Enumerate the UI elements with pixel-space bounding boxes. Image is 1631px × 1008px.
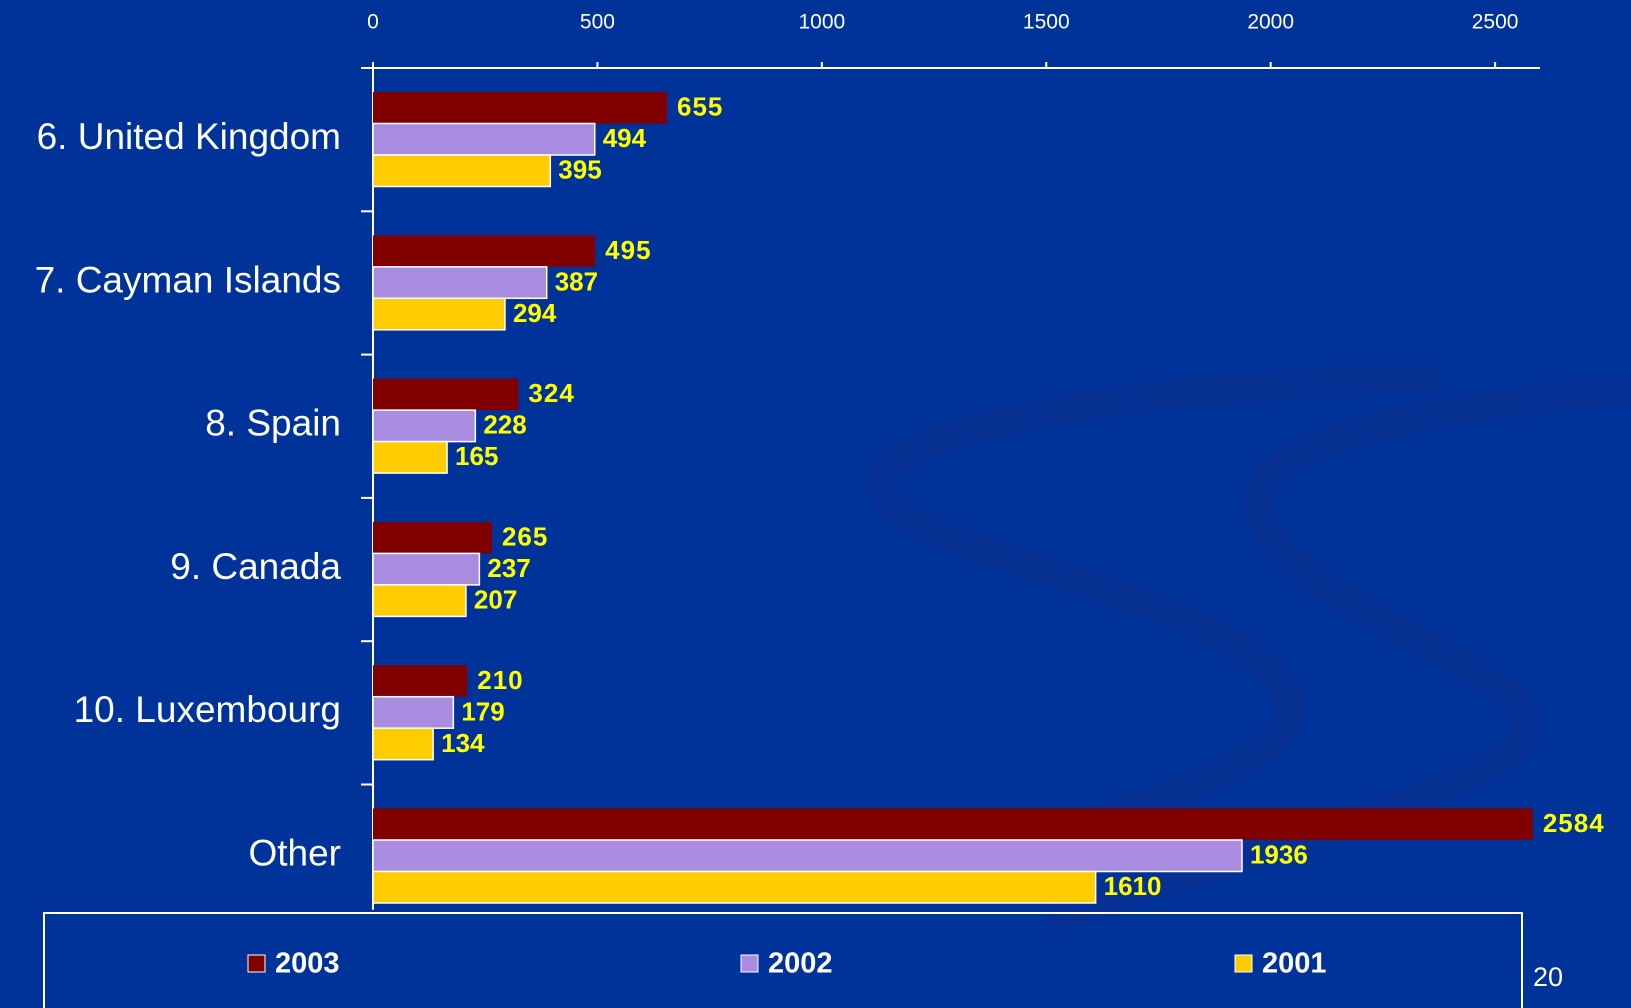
bar: [373, 235, 595, 266]
bar: [373, 267, 547, 299]
value-label: 207: [474, 585, 517, 615]
value-label: 1610: [1104, 871, 1162, 901]
category-label: Other: [248, 833, 341, 874]
value-label: 165: [455, 441, 498, 471]
value-label: 655: [677, 92, 723, 122]
x-tick-label: 1500: [1023, 11, 1070, 34]
value-label: 294: [513, 298, 557, 328]
legend-label: 2003: [275, 948, 340, 980]
value-label: 495: [605, 235, 651, 265]
legend-label: 2002: [768, 948, 833, 980]
value-label: 395: [558, 155, 601, 185]
category-label: 6. United Kingdom: [37, 116, 341, 157]
bar: [373, 665, 467, 697]
value-label: 1936: [1250, 840, 1308, 870]
bar: [373, 522, 492, 554]
legend-swatch: [1235, 955, 1252, 972]
bar: [373, 92, 667, 124]
bar: [373, 155, 550, 187]
category-label: 10. Luxembourg: [74, 689, 341, 730]
bar: [373, 379, 518, 411]
bar: [373, 809, 1533, 841]
value-label: 228: [483, 410, 526, 440]
x-tick-label: 2000: [1247, 11, 1294, 34]
category-label: 9. Canada: [170, 546, 341, 587]
bar: [373, 728, 433, 760]
value-label: 2584: [1543, 808, 1605, 838]
x-tick-label: 1000: [798, 11, 845, 34]
value-label: 387: [555, 266, 598, 296]
value-label: 324: [528, 378, 574, 408]
value-label: 494: [603, 123, 647, 153]
x-tick-label: 500: [580, 11, 615, 34]
bar: [373, 553, 479, 585]
bar: [373, 840, 1242, 872]
legend-swatch: [741, 955, 758, 972]
value-label: 265: [502, 522, 548, 552]
bar: [373, 298, 505, 330]
x-tick-label: 2500: [1472, 11, 1519, 34]
bar: [373, 442, 447, 474]
bar: [373, 697, 453, 729]
value-label: 134: [441, 728, 485, 758]
bar: [373, 124, 595, 156]
legend-label: 2001: [1262, 948, 1327, 980]
category-label: 7. Cayman Islands: [35, 259, 341, 300]
legend-swatch: [248, 955, 265, 972]
value-label: 237: [487, 553, 530, 583]
x-tick-label: 0: [367, 11, 379, 34]
bar: [373, 410, 475, 442]
value-label: 210: [477, 665, 523, 695]
page-number: 20: [1533, 962, 1563, 992]
bar: [373, 585, 466, 617]
category-label: 8. Spain: [205, 403, 341, 444]
bar: [373, 872, 1096, 904]
value-label: 179: [461, 696, 504, 726]
slide: 20 0 500 1000 1500 2000 2500 6. United Kingdom…: [0, 0, 1631, 1008]
